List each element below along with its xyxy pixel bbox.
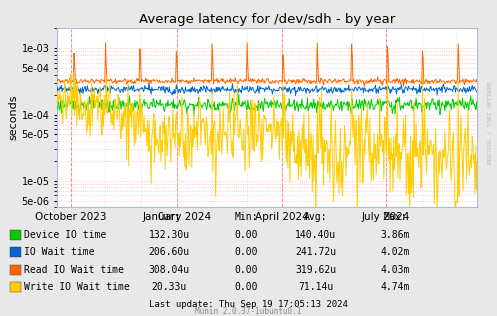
Y-axis label: seconds: seconds xyxy=(8,95,18,140)
Text: 132.30u: 132.30u xyxy=(149,230,189,240)
Text: 0.00: 0.00 xyxy=(234,282,258,292)
Text: Last update: Thu Sep 19 17:05:13 2024: Last update: Thu Sep 19 17:05:13 2024 xyxy=(149,300,348,309)
Text: 0.00: 0.00 xyxy=(234,247,258,258)
Title: Average latency for /dev/sdh - by year: Average latency for /dev/sdh - by year xyxy=(139,13,395,26)
Text: 206.60u: 206.60u xyxy=(149,247,189,258)
Text: 71.14u: 71.14u xyxy=(298,282,333,292)
Text: IO Wait time: IO Wait time xyxy=(24,247,94,258)
Text: Device IO time: Device IO time xyxy=(24,230,106,240)
Text: 308.04u: 308.04u xyxy=(149,265,189,275)
Text: Min:: Min: xyxy=(234,212,258,222)
Text: 4.74m: 4.74m xyxy=(380,282,410,292)
Text: 319.62u: 319.62u xyxy=(295,265,336,275)
Text: 0.00: 0.00 xyxy=(234,230,258,240)
Text: 0.00: 0.00 xyxy=(234,265,258,275)
Text: RRDTOOL / TOBI OETIKER: RRDTOOL / TOBI OETIKER xyxy=(487,82,492,165)
Text: 3.86m: 3.86m xyxy=(380,230,410,240)
Text: 4.02m: 4.02m xyxy=(380,247,410,258)
Text: Cur:: Cur: xyxy=(157,212,181,222)
Text: Read IO Wait time: Read IO Wait time xyxy=(24,265,124,275)
Text: 4.03m: 4.03m xyxy=(380,265,410,275)
Text: 241.72u: 241.72u xyxy=(295,247,336,258)
Text: Munin 2.0.37-1ubuntu0.1: Munin 2.0.37-1ubuntu0.1 xyxy=(195,307,302,316)
Text: Avg:: Avg: xyxy=(304,212,328,222)
Text: Max:: Max: xyxy=(383,212,407,222)
Text: Write IO Wait time: Write IO Wait time xyxy=(24,282,130,292)
Text: 140.40u: 140.40u xyxy=(295,230,336,240)
Text: 20.33u: 20.33u xyxy=(152,282,186,292)
